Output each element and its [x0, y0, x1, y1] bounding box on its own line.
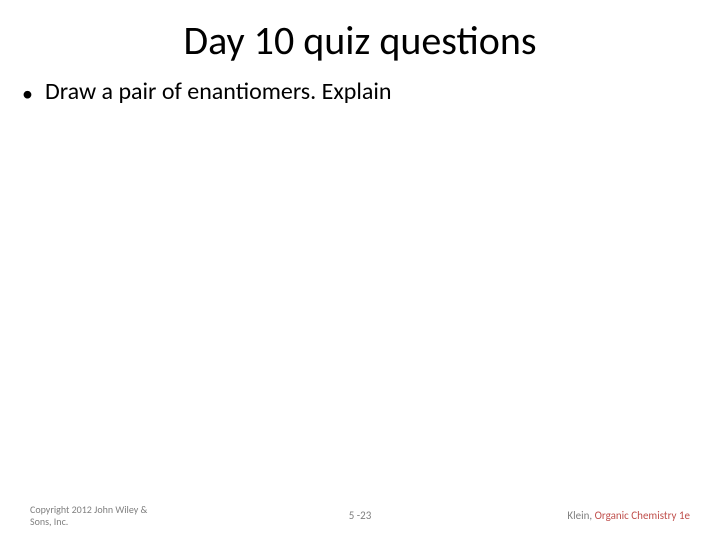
- footer-author: Klein,: [567, 509, 594, 522]
- footer-book-title: Organic Chemistry 1e: [595, 509, 690, 522]
- slide-title: Day 10 quiz questions: [0, 16, 720, 65]
- slide: Day 10 quiz questions • Draw a pair of e…: [0, 0, 720, 540]
- footer: Copyright 2012 John Wiley & Sons, Inc. 5…: [0, 498, 720, 528]
- bullet-marker: •: [22, 80, 33, 108]
- bullet-text: Draw a pair of enantiomers. Explain: [45, 78, 392, 106]
- bullet-item: • Draw a pair of enantiomers. Explain: [22, 78, 392, 108]
- footer-attribution: Klein, Organic Chemistry 1e: [567, 509, 690, 522]
